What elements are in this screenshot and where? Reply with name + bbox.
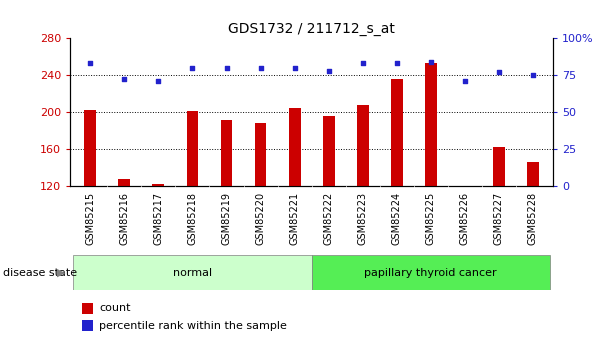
Bar xyxy=(425,63,437,297)
Text: GSM85218: GSM85218 xyxy=(187,192,198,245)
Bar xyxy=(527,162,539,297)
Text: GSM85221: GSM85221 xyxy=(289,192,300,245)
Text: GSM85215: GSM85215 xyxy=(85,192,95,245)
Text: GSM85216: GSM85216 xyxy=(119,192,130,245)
Text: percentile rank within the sample: percentile rank within the sample xyxy=(99,321,287,331)
Point xyxy=(494,69,503,75)
Point xyxy=(256,65,266,70)
Text: GSM85219: GSM85219 xyxy=(221,192,232,245)
Title: GDS1732 / 211712_s_at: GDS1732 / 211712_s_at xyxy=(228,21,395,36)
Bar xyxy=(357,105,368,297)
Bar xyxy=(255,123,266,297)
Point xyxy=(154,78,164,84)
Bar xyxy=(289,108,300,297)
Bar xyxy=(187,111,198,297)
Point xyxy=(222,65,232,70)
Text: normal: normal xyxy=(173,268,212,277)
Point xyxy=(358,60,367,66)
Point xyxy=(528,72,537,78)
Point xyxy=(290,65,300,70)
Bar xyxy=(85,110,96,297)
Text: GSM85227: GSM85227 xyxy=(494,192,504,245)
Bar xyxy=(493,147,505,297)
Text: GSM85224: GSM85224 xyxy=(392,192,402,245)
Point xyxy=(120,77,130,82)
Text: GSM85228: GSM85228 xyxy=(528,192,538,245)
Point xyxy=(460,78,469,84)
Bar xyxy=(459,187,471,297)
Bar xyxy=(153,184,164,297)
Text: papillary thyroid cancer: papillary thyroid cancer xyxy=(364,268,497,277)
Bar xyxy=(391,79,402,297)
Bar xyxy=(323,116,334,297)
Point xyxy=(323,68,333,73)
Bar xyxy=(221,119,232,297)
FancyBboxPatch shape xyxy=(311,255,550,290)
Text: GSM85222: GSM85222 xyxy=(323,192,334,245)
Text: ▶: ▶ xyxy=(57,268,65,277)
Point xyxy=(392,60,401,66)
Bar xyxy=(82,303,93,314)
Text: GSM85226: GSM85226 xyxy=(460,192,470,245)
Text: disease state: disease state xyxy=(3,268,77,277)
Text: count: count xyxy=(99,304,131,314)
Text: GSM85223: GSM85223 xyxy=(358,192,368,245)
Point xyxy=(426,59,435,65)
FancyBboxPatch shape xyxy=(74,255,311,290)
Point xyxy=(188,65,198,70)
Text: GSM85217: GSM85217 xyxy=(153,192,164,245)
Bar xyxy=(82,320,93,331)
Text: GSM85225: GSM85225 xyxy=(426,192,436,245)
Text: GSM85220: GSM85220 xyxy=(255,192,266,245)
Bar xyxy=(119,179,130,297)
Point xyxy=(86,60,95,66)
